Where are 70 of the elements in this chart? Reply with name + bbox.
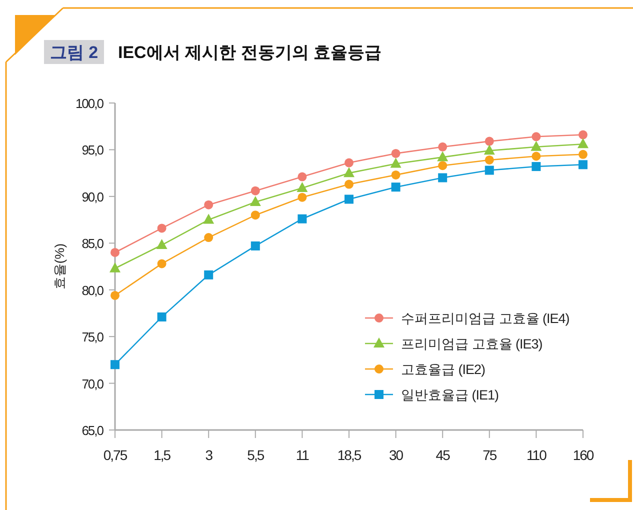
point — [157, 259, 166, 268]
point — [578, 160, 588, 170]
y-tick-label: 90,0 — [82, 189, 104, 204]
point — [484, 144, 495, 155]
y-tick-label: 95,0 — [82, 142, 104, 158]
y-tick-label: 85,0 — [82, 236, 104, 252]
x-tick-label: 3 — [205, 447, 214, 463]
point — [484, 166, 494, 175]
point — [296, 182, 308, 192]
point — [344, 194, 354, 204]
point — [204, 200, 214, 210]
point — [578, 138, 588, 148]
y-tick-label: 75,0 — [82, 330, 104, 345]
legend-label: 수퍼프리미엄급 고효율 (IE4) — [401, 311, 570, 326]
point — [203, 214, 214, 224]
point — [390, 158, 402, 168]
legend-label: 프리미엄급 고효율 (IE3) — [401, 336, 542, 352]
point — [578, 150, 588, 159]
point — [156, 239, 168, 250]
x-tick-label: 30 — [389, 447, 404, 463]
point — [438, 173, 448, 182]
y-tick-label: 65,0 — [82, 423, 104, 438]
x-tick-label: 5,5 — [247, 447, 265, 463]
point — [110, 248, 120, 257]
legend-label: 일반효율급 (IE1) — [401, 388, 499, 402]
point — [110, 262, 120, 272]
y-tick-label: 70,0 — [82, 376, 104, 392]
point — [532, 152, 541, 161]
point — [250, 196, 261, 206]
x-tick-label: 1,5 — [154, 447, 172, 463]
point — [344, 180, 354, 189]
point — [204, 270, 214, 280]
point — [344, 167, 354, 178]
point — [437, 151, 448, 162]
x-tick-label: 75 — [482, 447, 498, 463]
x-tick-label: 160 — [572, 447, 594, 463]
point — [438, 142, 448, 152]
point — [157, 224, 166, 233]
point — [250, 186, 260, 196]
point — [391, 182, 400, 192]
point — [110, 290, 120, 300]
x-tick-label: 11 — [296, 447, 310, 463]
point — [438, 161, 448, 170]
point — [298, 192, 307, 202]
legend-label: 고효율급 (IE2) — [401, 362, 486, 377]
point — [250, 241, 260, 250]
point — [344, 158, 354, 168]
point — [391, 148, 400, 158]
point — [530, 140, 542, 151]
point — [532, 162, 541, 172]
point — [578, 130, 588, 140]
y-tick-label: 100,0 — [75, 96, 104, 111]
chart-title: IEC에서 제시한 전동기의 효율등급 — [118, 43, 382, 62]
point — [298, 214, 307, 224]
y-axis-title: 효율(%) — [52, 243, 67, 290]
y-tick-label: 80,0 — [82, 282, 104, 298]
x-tick-label: 18,5 — [337, 447, 362, 463]
point — [250, 210, 260, 220]
point — [532, 132, 541, 142]
point — [298, 172, 307, 182]
x-tick-label: 45 — [436, 447, 451, 463]
point — [157, 312, 166, 322]
x-tick-label: 0,75 — [103, 447, 128, 463]
point — [110, 360, 120, 370]
point — [484, 155, 494, 164]
x-tick-label: 110 — [526, 447, 548, 463]
point — [484, 136, 494, 146]
point — [391, 170, 400, 180]
caption: 그림 2 — [50, 43, 98, 62]
point — [204, 233, 214, 242]
